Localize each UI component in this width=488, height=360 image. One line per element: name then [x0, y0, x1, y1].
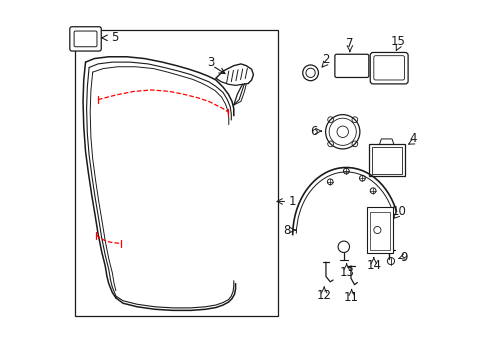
Text: 15: 15 [390, 35, 405, 48]
Text: 4: 4 [409, 132, 416, 145]
Text: 5: 5 [111, 31, 119, 44]
Bar [366, 207, 392, 253]
Text: 7: 7 [346, 37, 353, 50]
FancyBboxPatch shape [369, 53, 407, 84]
Text: 3: 3 [206, 55, 214, 69]
FancyBboxPatch shape [334, 54, 368, 77]
Bar [369, 212, 389, 249]
Bar [371, 147, 401, 174]
Bar [75, 30, 278, 316]
Bar [368, 144, 404, 176]
Text: 6: 6 [309, 125, 317, 138]
Text: 2: 2 [321, 53, 328, 66]
Text: 9: 9 [400, 251, 407, 264]
Text: 8: 8 [282, 224, 290, 237]
Text: 1: 1 [288, 195, 296, 208]
Text: 10: 10 [391, 204, 406, 217]
FancyBboxPatch shape [373, 56, 404, 80]
Text: 13: 13 [339, 266, 353, 279]
FancyBboxPatch shape [70, 27, 101, 51]
Text: 11: 11 [344, 291, 358, 304]
Text: 12: 12 [316, 288, 331, 302]
Text: 14: 14 [366, 259, 381, 272]
FancyBboxPatch shape [74, 31, 97, 47]
